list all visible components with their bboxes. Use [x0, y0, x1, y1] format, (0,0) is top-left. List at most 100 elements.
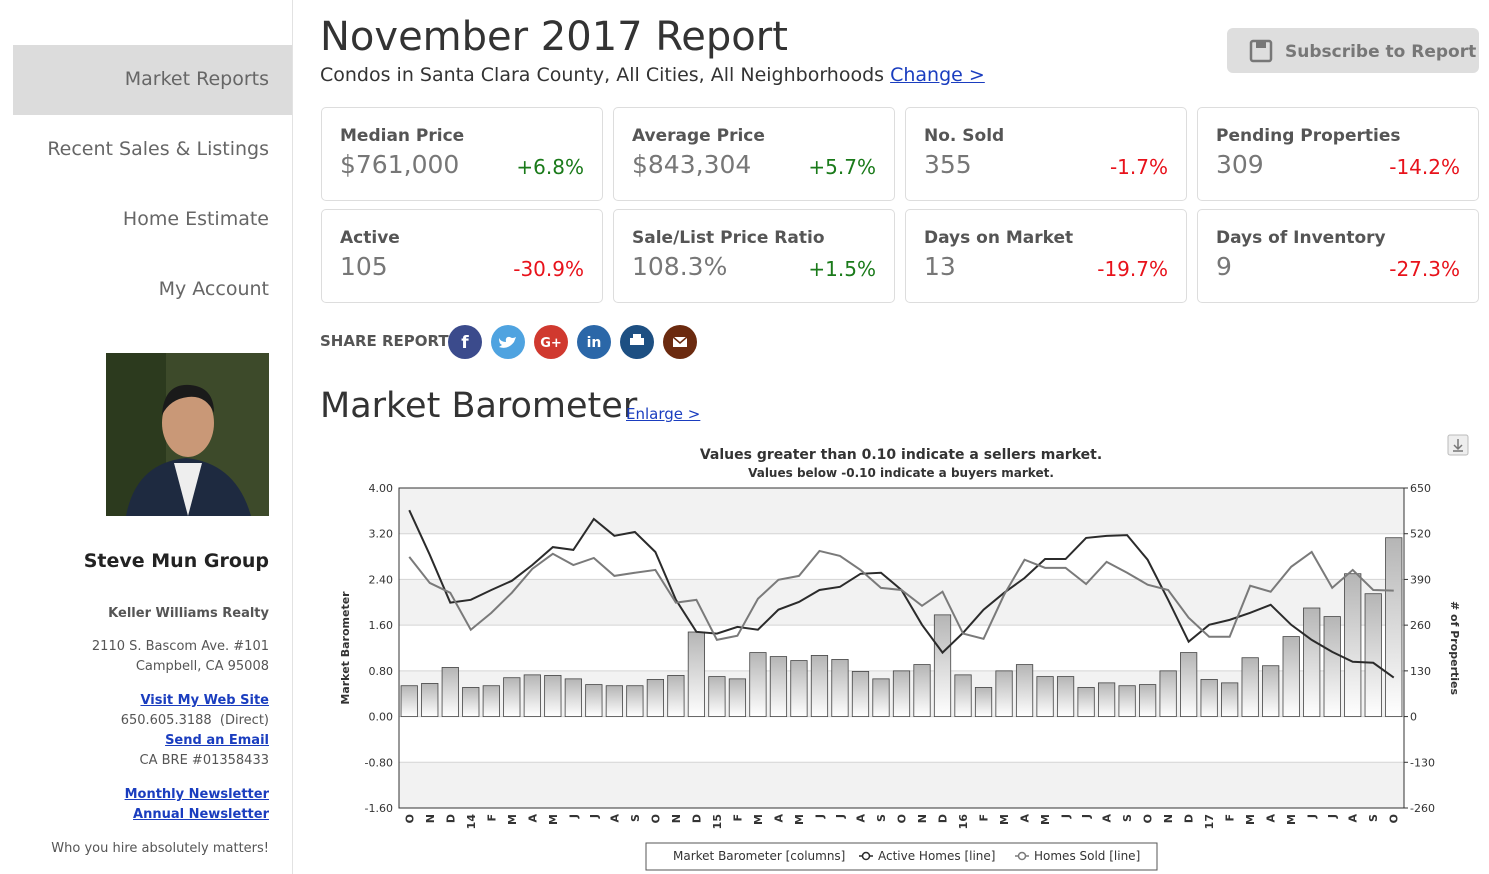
x-tick-label: O — [403, 814, 416, 823]
change-link[interactable]: Change > — [890, 64, 985, 86]
icon-glyph: in — [587, 335, 602, 351]
x-tick-label: D — [1183, 814, 1196, 823]
google-plus[interactable] — [534, 325, 568, 359]
report-subtitle: Condos in Santa Clara County, All Cities… — [320, 64, 985, 86]
x-tick-label: A — [1019, 814, 1032, 823]
bar — [626, 685, 644, 717]
stat-value: 108.3% — [632, 252, 728, 281]
x-tick-label: D — [690, 814, 703, 823]
email-link[interactable]: Send an Email — [165, 733, 269, 748]
plot-band — [399, 762, 1404, 808]
x-tick-label: J — [1306, 814, 1319, 819]
x-tick-label: S — [629, 814, 642, 822]
nav-active-bg — [13, 45, 292, 115]
linkedin[interactable] — [577, 325, 611, 359]
x-tick-label: N — [916, 814, 929, 823]
x-tick-label: M — [1039, 814, 1052, 825]
icon — [633, 334, 641, 338]
plot-band — [399, 716, 1404, 763]
bar — [1262, 665, 1280, 717]
legend-label: Market Barometer [columns] — [673, 849, 845, 863]
bar — [1118, 685, 1136, 717]
nav-item[interactable]: Home Estimate — [122, 208, 269, 230]
line — [408, 549, 1394, 642]
x-tick-label: M — [1244, 814, 1257, 825]
stat-value: 9 — [1216, 252, 1232, 281]
bar — [892, 670, 911, 717]
chart-subtitle: Values below -0.10 indicate a buyers mar… — [748, 466, 1054, 480]
plot-band — [399, 533, 1404, 580]
y2-tick-label: 520 — [1410, 528, 1431, 541]
legend-label: Homes Sold [line] — [1034, 849, 1140, 863]
y2-tick-label: 0 — [1410, 711, 1417, 724]
x-tick-label: J — [834, 814, 847, 819]
bar — [913, 664, 931, 717]
agent-name: Steve Mun Group — [83, 550, 269, 572]
x-tick-label: O — [649, 814, 662, 823]
stat-card: Sale/List Price Ratio 108.3% +1.5% — [613, 209, 895, 303]
x-tick-label: 16 — [957, 814, 970, 830]
website-link[interactable]: Visit My Web Site — [140, 693, 269, 708]
bar — [400, 685, 418, 717]
subscribe-button[interactable]: Subscribe to Report — [1227, 28, 1479, 73]
x-tick-label: J — [567, 814, 580, 819]
bar — [1200, 679, 1218, 717]
bar — [1385, 537, 1403, 717]
chart: Values greater than 0.10 indicate a sell… — [339, 434, 1469, 871]
bar — [1282, 636, 1300, 717]
x-tick-label: N — [1162, 814, 1175, 823]
stat-card: Average Price $843,304 +5.7% — [613, 107, 895, 201]
x-tick-label: F — [978, 814, 991, 822]
bar — [1077, 687, 1095, 717]
enlarge-link[interactable]: Enlarge > — [626, 405, 701, 423]
plot-band — [399, 488, 1404, 534]
nav-item[interactable]: My Account — [158, 278, 269, 300]
newsletter-link[interactable]: Monthly Newsletter — [124, 787, 269, 802]
bar — [1221, 682, 1239, 717]
stat-value: 13 — [924, 252, 956, 281]
bar — [831, 659, 849, 717]
newsletter-link[interactable]: Annual Newsletter — [133, 807, 269, 822]
y-tick-label: -0.80 — [365, 756, 393, 769]
bar — [1056, 676, 1075, 717]
nav-item[interactable]: Recent Sales & Listings — [47, 138, 269, 160]
y-axis-label: Market Barometer — [339, 591, 352, 705]
icon-glyph: f — [461, 333, 469, 353]
x-tick-label: N — [670, 814, 683, 823]
stat-change: -30.9% — [513, 257, 584, 281]
x-tick-label: O — [1388, 814, 1401, 823]
x-tick-label: O — [1142, 814, 1155, 823]
bar — [462, 687, 480, 717]
stat-card: No. Sold 355 -1.7% — [905, 107, 1187, 201]
x-tick-label: 17 — [1203, 814, 1216, 829]
x-tick-label: M — [506, 814, 519, 825]
x-tick-label: A — [854, 814, 867, 823]
x-tick-label: M — [998, 814, 1011, 825]
nav-item[interactable]: Market Reports — [124, 68, 269, 90]
bar — [1097, 682, 1116, 717]
facebook[interactable] — [448, 325, 482, 359]
stat-label: No. Sold — [924, 126, 1005, 146]
plot-border — [398, 487, 1405, 809]
legend — [645, 842, 1158, 871]
y-tick-label: 0.00 — [369, 711, 394, 724]
bar — [646, 679, 664, 717]
license: CA BRE #01358433 — [139, 753, 269, 768]
bar — [503, 677, 521, 717]
bar — [995, 670, 1013, 717]
x-tick-label: F — [485, 814, 498, 822]
plot-band — [399, 625, 1404, 671]
stat-card: Days on Market 13 -19.7% — [905, 209, 1187, 303]
phone: 650.605.3188 (Direct) — [120, 713, 269, 728]
x-tick-label: A — [1265, 814, 1278, 823]
x-tick-label: J — [1326, 814, 1339, 819]
stat-value: 309 — [1216, 150, 1264, 179]
icon — [630, 338, 644, 345]
x-tick-label: M — [1285, 814, 1298, 825]
address: Campbell, CA 95008 — [135, 659, 269, 674]
stat-card: Days of Inventory 9 -27.3% — [1197, 209, 1479, 303]
y2-tick-label: 130 — [1410, 665, 1431, 678]
x-tick-label: A — [526, 814, 539, 823]
icon — [499, 336, 516, 348]
x-tick-label: D — [444, 814, 457, 823]
